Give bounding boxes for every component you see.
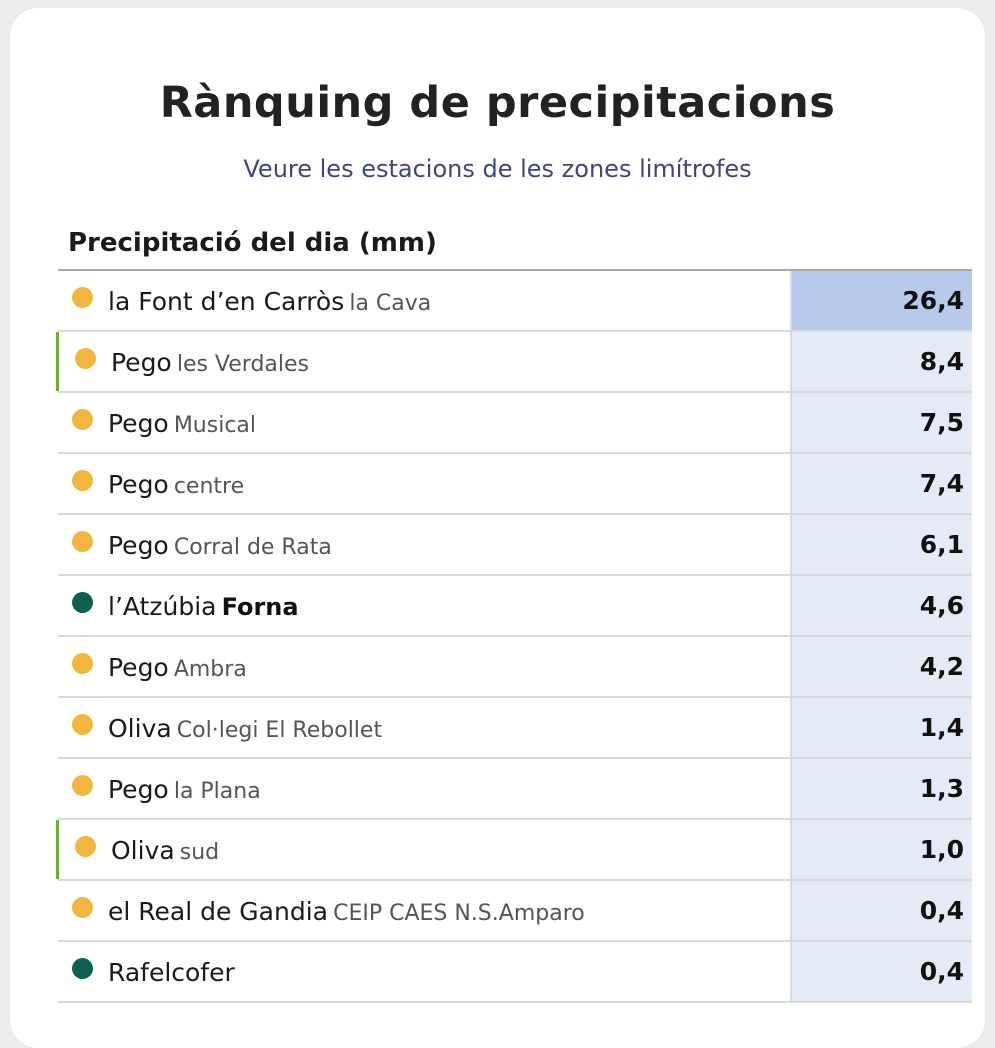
table-row[interactable]: la Font d’en Carròs la Cava 26,4 — [58, 271, 972, 332]
value-cell: 8,4 — [790, 332, 972, 391]
table-row[interactable]: Pego centre 7,4 — [58, 454, 972, 515]
table-row[interactable]: Pego la Plana 1,3 — [58, 759, 972, 820]
town-name: Pego — [108, 775, 169, 804]
value-cell: 0,4 — [790, 881, 972, 940]
precipitation-value: 0,4 — [919, 896, 964, 925]
value-cell: 7,5 — [790, 393, 972, 452]
station-label: Ambra — [173, 657, 247, 682]
neighbor-zones-link[interactable]: Veure les estacions de les zones limítro… — [243, 155, 752, 183]
precipitation-value: 1,0 — [919, 835, 964, 864]
station-label: Corral de Rata — [173, 535, 332, 560]
station-name: Oliva Col·legi El Rebollet — [108, 714, 382, 743]
precipitation-value: 26,4 — [902, 286, 964, 315]
town-name: la Font d’en Carròs — [108, 287, 345, 316]
table-row[interactable]: Oliva Col·legi El Rebollet 1,4 — [58, 698, 972, 759]
station-status-dot-icon — [72, 653, 93, 674]
table-row[interactable]: el Real de Gandia CEIP CAES N.S.Amparo 0,… — [58, 881, 972, 942]
precipitation-value: 7,5 — [919, 408, 964, 437]
station-name: Pego la Plana — [108, 775, 261, 804]
station-status-dot-icon — [72, 287, 93, 308]
precipitation-value: 6,1 — [919, 530, 964, 559]
station-label: les Verdales — [176, 352, 310, 377]
table-row[interactable]: Rafelcofer 0,4 — [58, 942, 972, 1003]
station-label: Forna — [221, 593, 299, 621]
station-label: centre — [173, 474, 245, 499]
town-name: Oliva — [111, 836, 175, 865]
station-name: Rafelcofer — [108, 958, 235, 987]
value-cell: 1,4 — [790, 698, 972, 757]
station-name: Pego Corral de Rata — [108, 531, 332, 560]
precipitation-value: 1,4 — [919, 713, 964, 742]
station-name: Pego Ambra — [108, 653, 247, 682]
town-name: l’Atzúbia — [108, 592, 217, 621]
station-status-dot-icon — [72, 897, 93, 918]
table-row[interactable]: Pego Ambra 4,2 — [58, 637, 972, 698]
station-name: Pego Musical — [108, 409, 256, 438]
town-name: Pego — [108, 470, 169, 499]
precipitation-value: 4,2 — [919, 652, 964, 681]
table-row[interactable]: Oliva sud 1,0 — [56, 820, 972, 881]
station-status-dot-icon — [72, 470, 93, 491]
station-label: CEIP CAES N.S.Amparo — [333, 901, 585, 926]
station-name: Oliva sud — [111, 836, 219, 865]
precipitation-value: 8,4 — [919, 347, 964, 376]
ranking-card: Rànquing de precipitacions Veure les est… — [10, 8, 985, 1048]
station-label: Musical — [173, 413, 257, 438]
station-name: Pego centre — [108, 470, 244, 499]
town-name: Pego — [111, 348, 172, 377]
town-name: Pego — [108, 409, 169, 438]
page-title: Rànquing de precipitacions — [159, 78, 836, 128]
town-name: Pego — [108, 531, 169, 560]
section-title: Precipitació del dia (mm) — [68, 228, 437, 258]
value-cell: 7,4 — [790, 454, 972, 513]
value-cell: 4,6 — [790, 576, 972, 635]
station-status-dot-icon — [75, 348, 96, 369]
precipitation-value: 0,4 — [919, 957, 964, 986]
station-name: la Font d’en Carròs la Cava — [108, 287, 431, 316]
station-status-dot-icon — [72, 775, 93, 796]
station-status-dot-icon — [72, 958, 93, 979]
station-name: el Real de Gandia CEIP CAES N.S.Amparo — [108, 897, 585, 926]
table-row[interactable]: Pego les Verdales 8,4 — [56, 332, 972, 393]
value-cell: 1,3 — [790, 759, 972, 818]
value-cell: 0,4 — [790, 942, 972, 1001]
station-label: la Plana — [173, 779, 261, 804]
precipitation-value: 4,6 — [919, 591, 964, 620]
value-cell: 26,4 — [790, 271, 972, 330]
station-label: la Cava — [349, 291, 432, 316]
station-name: l’Atzúbia Forna — [108, 592, 299, 621]
station-name: Pego les Verdales — [111, 348, 309, 377]
station-status-dot-icon — [72, 714, 93, 735]
town-name: Pego — [108, 653, 169, 682]
station-label: sud — [179, 840, 220, 865]
table-row[interactable]: Pego Corral de Rata 6,1 — [58, 515, 972, 576]
station-status-dot-icon — [72, 531, 93, 552]
town-name: Rafelcofer — [108, 958, 235, 987]
ranking-table: la Font d’en Carròs la Cava 26,4 Pego les … — [56, 269, 972, 1003]
station-label: Col·legi El Rebollet — [176, 718, 383, 743]
town-name: Oliva — [108, 714, 172, 743]
precipitation-value: 7,4 — [919, 469, 964, 498]
value-cell: 4,2 — [790, 637, 972, 696]
station-status-dot-icon — [75, 836, 96, 857]
town-name: el Real de Gandia — [108, 897, 328, 926]
value-cell: 6,1 — [790, 515, 972, 574]
precipitation-value: 1,3 — [919, 774, 964, 803]
station-status-dot-icon — [72, 592, 93, 613]
value-cell: 1,0 — [790, 820, 972, 879]
station-status-dot-icon — [72, 409, 93, 430]
table-row[interactable]: l’Atzúbia Forna 4,6 — [58, 576, 972, 637]
table-row[interactable]: Pego Musical 7,5 — [58, 393, 972, 454]
